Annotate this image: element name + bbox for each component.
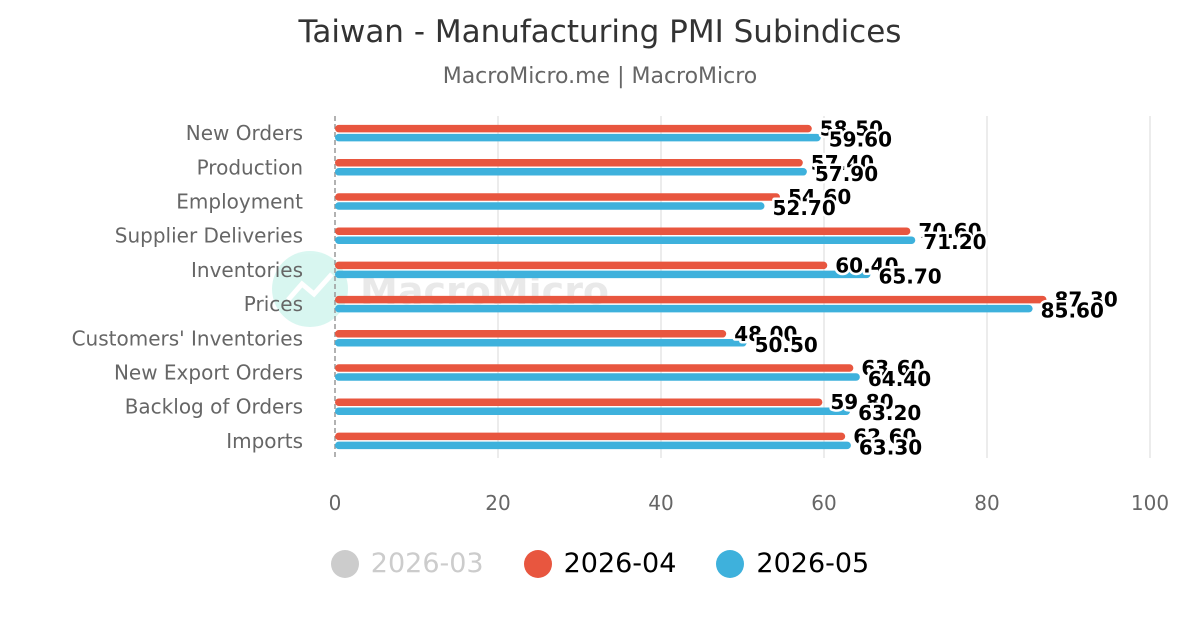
legend-label: 2026-03 [370,548,484,579]
bar-2026-05[interactable] [335,236,916,244]
data-label: 87.30 [1054,288,1117,312]
watermark-circle-icon [272,251,348,327]
data-label: 54.60 [788,185,851,209]
bar-2026-05[interactable] [335,202,765,210]
category-label: Production [197,155,303,179]
bar-2026-05[interactable] [335,133,821,142]
legend-item-2026-03[interactable]: 2026-03 [330,548,484,579]
data-label: 71.20 [923,230,986,254]
bar-2026-05[interactable] [335,407,851,415]
category-label: New Export Orders [114,361,303,385]
data-label: 52.70 [773,196,836,220]
legend-item-2026-05[interactable]: 2026-05 [716,548,869,579]
bar-2026-04[interactable] [335,398,823,406]
legend-marker-icon [716,549,745,578]
bar-2026-04[interactable] [335,227,911,235]
watermark-chart-icon [286,272,334,302]
bar-2026-05[interactable] [335,270,871,279]
data-label: 50.50 [755,333,818,357]
category-label: Supplier Deliveries [115,224,303,248]
data-label: 62.60 [853,424,916,448]
data-label: 65.70 [878,264,941,288]
category-label: New Orders [186,121,303,145]
x-tick-label: 20 [485,491,510,515]
bar-2026-04[interactable] [335,295,1047,304]
data-label: 60.40 [835,253,898,277]
legend: 2026-03 2026-04 2026-05 [0,548,1200,579]
bar-2026-04[interactable] [335,124,812,133]
legend-label: 2026-05 [756,548,870,579]
data-label: 64.40 [868,367,931,391]
bar-2026-04[interactable] [335,193,780,201]
category-label: Employment [176,190,303,214]
chart-title: Taiwan - Manufacturing PMI Subindices [298,14,902,50]
data-label: 63.60 [861,356,924,380]
legend-item-2026-04[interactable]: 2026-04 [523,548,677,579]
data-label: 63.30 [859,435,922,459]
category-label: Inventories [191,258,303,282]
data-label: 57.90 [815,162,878,186]
bar-2026-04[interactable] [335,159,803,167]
legend-marker-icon [330,549,359,578]
x-tick-label: 100 [1131,491,1169,515]
x-tick-label: 0 [329,491,342,515]
data-label: 59.60 [829,128,892,152]
category-labels: New Orders Production Employment Supplier D… [72,121,304,453]
x-tick-label: 80 [974,491,999,515]
bar-2026-05[interactable] [335,168,807,176]
data-label: 59.80 [830,390,893,414]
data-label: 85.60 [1041,299,1104,323]
bar-series [335,124,1047,450]
bar-2026-04[interactable] [335,432,846,441]
bar-2026-05[interactable] [335,304,1033,313]
data-label: 57.40 [811,151,874,175]
data-label: 58.50 [820,117,883,141]
bar-2026-04[interactable] [335,261,828,270]
category-label: Prices [244,292,303,316]
bar-2026-04[interactable] [335,364,854,372]
bar-2026-04[interactable] [335,330,727,338]
bar-2026-05[interactable] [335,339,747,347]
bar-2026-05[interactable] [335,373,860,381]
data-label: 63.20 [858,401,921,425]
data-label: 70.60 [918,219,981,243]
category-label: Backlog of Orders [125,395,303,419]
category-label: Customers' Inventories [72,326,303,350]
category-label: Imports [226,429,303,453]
x-axis-ticks: 0 20 40 60 80 100 [329,491,1169,515]
x-tick-label: 60 [811,491,836,515]
legend-label: 2026-04 [563,548,677,579]
data-label: 48.00 [734,322,797,346]
bar-2026-05[interactable] [335,441,851,450]
chart-subtitle: MacroMicro.me | MacroMicro [442,64,758,89]
legend-marker-icon [523,549,552,578]
x-tick-label: 40 [648,491,673,515]
